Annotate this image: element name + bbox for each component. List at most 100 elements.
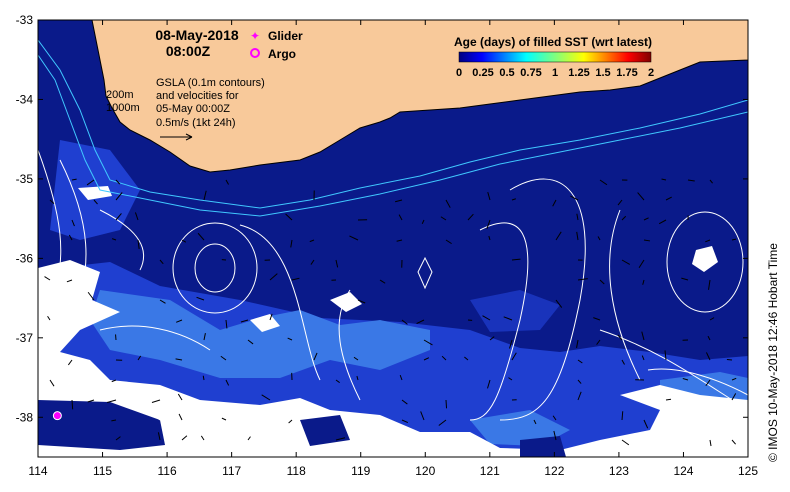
velocity-arrow — [247, 436, 251, 441]
velocity-arrow — [225, 319, 228, 329]
velocity-arrow — [87, 399, 95, 403]
velocity-arrow — [441, 355, 447, 361]
velocity-arrow — [726, 358, 733, 361]
velocity-arrow — [731, 393, 737, 401]
velocity-arrow — [203, 333, 206, 341]
velocity-arrow — [181, 239, 187, 243]
x-tick-label: 123 — [609, 464, 629, 478]
velocity-arrow — [401, 419, 409, 424]
sst-dark-holes — [38, 400, 566, 457]
y-tick-label: -37 — [16, 331, 34, 345]
velocity-arrow — [637, 192, 645, 201]
velocity-arrow — [290, 239, 293, 248]
velocity-arrow — [533, 419, 537, 425]
velocity-arrow — [577, 359, 583, 364]
velocity-arrow — [617, 199, 623, 206]
velocity-arrow — [111, 419, 117, 422]
velocity-arrow — [71, 219, 75, 227]
x-axis: 114 115 116 117 118 119 120 121 122 123 124 125 — [28, 20, 758, 478]
velocity-arrow — [552, 199, 557, 207]
velocity-arrow — [379, 279, 386, 284]
velocity-arrow — [269, 273, 278, 281]
velocity-arrow — [709, 179, 713, 184]
velocity-arrow — [196, 296, 205, 301]
velocity-arrow — [643, 419, 649, 429]
x-tick-label: 121 — [480, 464, 500, 478]
colorbar-tick-label: 0.25 — [472, 67, 493, 79]
velocity-arrow — [399, 374, 403, 381]
velocity-arrow — [705, 239, 711, 243]
velocity-arrow — [731, 238, 737, 241]
velocity-arrow — [288, 419, 293, 424]
velocity-arrow — [47, 315, 51, 321]
velocity-arrow — [202, 375, 205, 381]
argo-float-marker[interactable] — [52, 411, 62, 421]
velocity-arrow — [438, 419, 447, 426]
velocity-arrow — [638, 259, 645, 269]
map-time: 08:00Z — [166, 43, 211, 59]
velocity-arrow — [137, 239, 140, 249]
velocity-arrow — [621, 259, 631, 265]
velocity-arrow — [664, 350, 667, 361]
velocity-arrow — [398, 214, 403, 221]
gsla-note-line: GSLA (0.1m contours) — [156, 77, 265, 89]
velocity-arrow — [349, 235, 359, 241]
velocity-arrow — [440, 216, 447, 221]
velocity-arrow — [577, 278, 588, 281]
x-tick-label: 122 — [544, 464, 564, 478]
velocity-arrow — [643, 217, 649, 221]
y-axis: -33 -34 -35 -36 -37 -38 — [16, 13, 748, 424]
colorbar-tick-label: 1 — [552, 67, 558, 79]
velocity-arrow — [115, 179, 121, 185]
y-tick-label: -33 — [16, 13, 34, 27]
velocity-arrow — [705, 379, 711, 387]
velocity-arrow — [181, 435, 188, 441]
velocity-arrow — [445, 199, 451, 208]
velocity-arrow — [134, 212, 139, 221]
velocity-arrow — [643, 239, 651, 242]
velocity-arrow — [665, 196, 672, 201]
colorbar-tick-label: 2 — [648, 67, 654, 79]
glider-label: Glider — [268, 29, 303, 43]
x-tick-label: 114 — [28, 464, 47, 478]
velocity-arrow — [705, 352, 711, 361]
velocity-arrow — [157, 432, 161, 441]
velocity-arrow — [464, 356, 469, 361]
velocity-arrow — [421, 219, 425, 224]
y-tick-label: -35 — [16, 172, 34, 186]
velocity-arrow — [661, 178, 667, 181]
velocity-arrow — [658, 219, 667, 225]
velocity-arrow — [599, 279, 605, 285]
velocity-arrow — [401, 319, 408, 325]
velocity-arrow — [576, 231, 579, 241]
depth-label-1000m: 1000m — [106, 102, 140, 114]
velocity-arrow — [423, 339, 433, 346]
velocity-arrows — [44, 178, 737, 447]
x-tick-label: 120 — [415, 464, 435, 478]
colorbar-tick-label: 1.5 — [595, 67, 610, 79]
velocity-arrow — [44, 276, 51, 281]
velocity-arrow — [503, 316, 513, 321]
velocity-arrow — [247, 339, 254, 345]
argo-label: Argo — [268, 47, 296, 61]
x-tick-label: 124 — [673, 464, 693, 478]
velocity-arrow — [489, 336, 495, 341]
velocity-arrow — [111, 238, 117, 241]
velocity-arrow — [310, 259, 315, 265]
colorbar-tick-label: 0.5 — [499, 67, 514, 79]
velocity-arrow — [482, 315, 491, 321]
credit-text: © IMOS 10-May-2018 12:46 Hobart Time — [766, 243, 780, 462]
velocity-arrow — [621, 411, 624, 421]
velocity-arrow — [269, 313, 273, 321]
velocity-arrow — [708, 279, 711, 290]
colorbar-tick-label: 0.75 — [520, 67, 541, 79]
colorbar-title: Age (days) of filled SST (wrt latest) — [454, 35, 652, 49]
x-tick-label: 119 — [351, 464, 370, 478]
velocity-arrow — [396, 239, 403, 242]
velocity-arrow — [177, 393, 183, 401]
velocity-arrow — [642, 279, 645, 285]
velocity-arrow — [200, 435, 205, 441]
glider-marker-icon: ✦ — [250, 29, 260, 43]
scale-arrow-head — [185, 133, 193, 141]
